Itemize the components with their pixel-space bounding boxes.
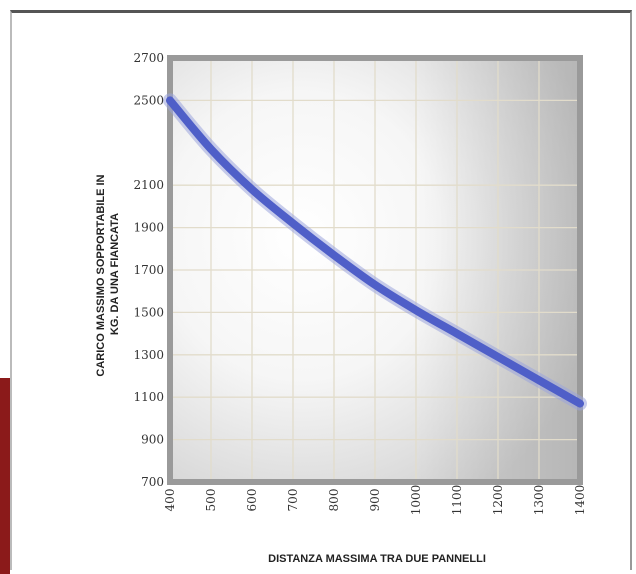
y-tick-label: 1300 (133, 348, 164, 362)
y-axis-label-line-2: KG. DA UNA FIANCATA (109, 213, 121, 335)
x-tick-label: 700 (286, 489, 300, 512)
y-tick-label: 2700 (133, 51, 164, 65)
x-tick-label: 1000 (409, 485, 423, 516)
plot-border (167, 55, 583, 485)
series-group (163, 93, 587, 411)
x-tick-label: 500 (204, 489, 218, 512)
y-tick-label: 900 (141, 433, 164, 447)
y-tick-label: 1700 (133, 263, 164, 277)
y-tick-label: 2500 (133, 93, 164, 107)
y-tick-label: 2100 (133, 178, 164, 192)
x-tick-label: 1300 (532, 485, 546, 516)
y-tick-label: 700 (141, 475, 164, 489)
x-tick-label: 1100 (450, 485, 464, 516)
y-axis-ticks: 700 900 1100 1300 1500 1700 1900 2100 2500 2700 (133, 51, 164, 489)
x-tick-label: 400 (163, 489, 177, 512)
x-tick-label: 1400 (573, 485, 587, 516)
red-accent-bar (0, 378, 10, 574)
series-line (166, 96, 584, 408)
x-tick-label: 800 (327, 489, 341, 512)
x-axis-label: DISTANZA MASSIMA TRA DUE PANNELLI (268, 553, 486, 565)
x-tick-label: 900 (368, 489, 382, 512)
x-tick-label: 600 (245, 489, 259, 512)
y-tick-label: 1500 (133, 305, 164, 319)
y-tick-label: 1100 (133, 390, 164, 404)
y-tick-label: 1900 (133, 221, 164, 235)
y-axis-label-line-1: CARICO MASSIMO SOPPORTABILE IN (95, 174, 107, 376)
chart-frame (10, 10, 632, 570)
x-tick-label: 1200 (491, 485, 505, 516)
x-axis-ticks: 400 500 600 700 800 900 1000 1100 1200 1300 1400 (163, 485, 587, 516)
y-axis-label: CARICO MASSIMO SOPPORTABILE IN KG. DA UN… (95, 171, 121, 376)
